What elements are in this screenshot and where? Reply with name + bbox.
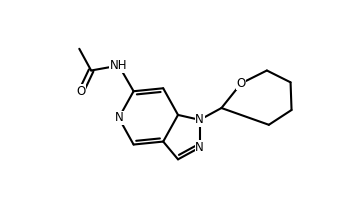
Text: O: O bbox=[237, 77, 246, 90]
Text: NH: NH bbox=[110, 59, 127, 72]
Text: O: O bbox=[77, 85, 86, 98]
Text: N: N bbox=[195, 113, 204, 126]
Text: N: N bbox=[115, 111, 123, 124]
Text: N: N bbox=[195, 141, 204, 154]
